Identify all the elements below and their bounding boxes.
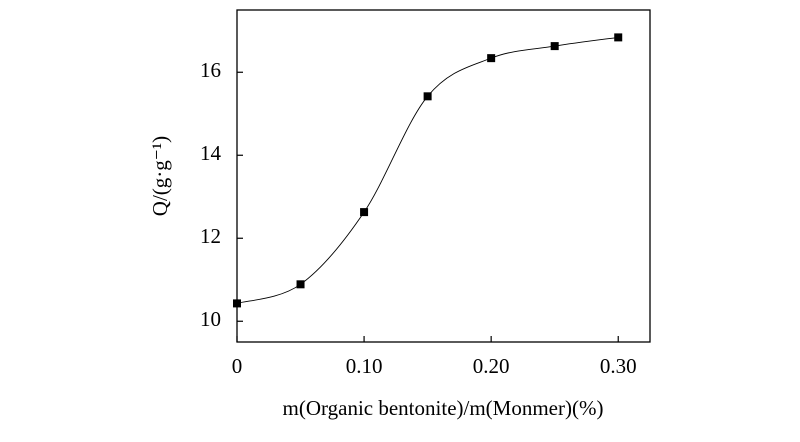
y-tick-label: 14	[200, 141, 222, 165]
data-point	[423, 92, 432, 101]
x-tick-label: 0.10	[346, 354, 383, 378]
y-tick-label: 10	[200, 307, 221, 331]
data-point	[360, 208, 369, 217]
data-point	[550, 42, 559, 51]
x-axis-title: m(Organic bentonite)/m(Monmer)(%)	[283, 396, 604, 420]
x-tick-label: 0	[232, 354, 243, 378]
x-tick-label: 0.20	[473, 354, 510, 378]
data-point	[296, 280, 305, 289]
data-point	[487, 54, 496, 63]
y-axis-title: Q/(g·g⁻¹)	[148, 136, 172, 216]
y-tick-label: 16	[200, 58, 221, 82]
data-point	[233, 299, 241, 308]
x-tick-label: 0.30	[600, 354, 637, 378]
data-line	[236, 36, 619, 304]
data-point	[614, 33, 623, 42]
y-tick-label: 12	[200, 224, 221, 248]
plot-frame	[236, 9, 651, 343]
